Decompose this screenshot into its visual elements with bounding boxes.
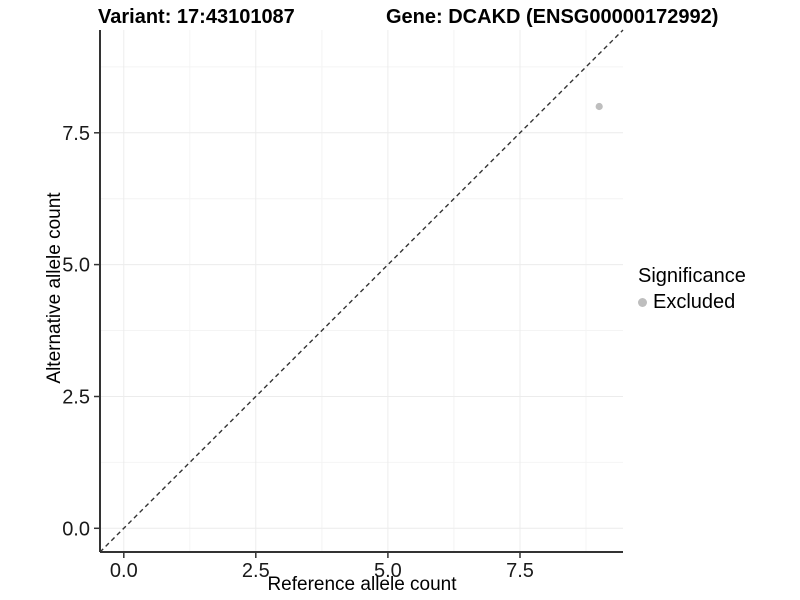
x-tick-label: 0.0 xyxy=(110,560,138,582)
y-tick-label: 0.0 xyxy=(62,518,90,540)
plot-title-variant: Variant: 17:43101087 xyxy=(98,6,295,28)
data-point xyxy=(595,102,603,111)
y-tick-label: 7.5 xyxy=(62,123,90,145)
identity-dashed-line xyxy=(99,29,624,553)
x-tick-label: 7.5 xyxy=(506,560,534,582)
x-tick-label: 2.5 xyxy=(242,560,270,582)
legend-item-label: Excluded xyxy=(653,291,736,313)
y-tick-label: 2.5 xyxy=(62,387,90,409)
legend-title: Significance xyxy=(638,265,746,287)
y-axis-title: Alternative allele count xyxy=(44,192,65,384)
legend: Significance Excluded xyxy=(638,265,746,314)
x-axis-title: Reference allele count xyxy=(267,574,457,595)
x-tick-label: 5.0 xyxy=(374,560,402,582)
legend-marker-circle-icon xyxy=(638,298,647,307)
y-tick-label: 5.0 xyxy=(62,255,90,277)
legend-item-excluded: Excluded xyxy=(638,291,746,314)
plot-title-gene: Gene: DCAKD (ENSG00000172992) xyxy=(386,6,719,28)
